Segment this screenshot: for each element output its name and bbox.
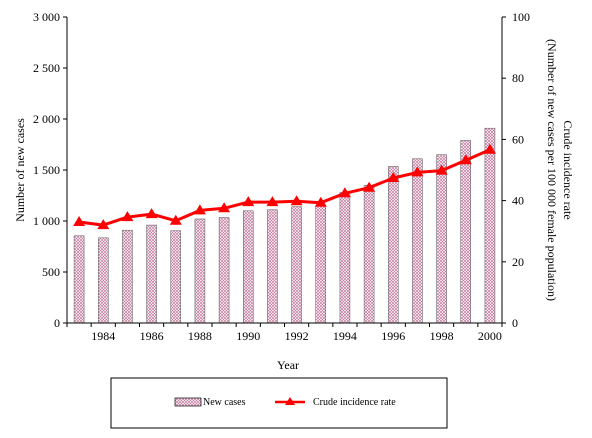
rate-line: [78, 148, 491, 227]
legend-label-crude-incidence-rate: Crude incidence rate: [313, 397, 396, 408]
right-y-axis-title-line1: Crude incidence rate: [561, 120, 575, 219]
bar: [315, 205, 326, 324]
left-y-tick-label: 2 500: [33, 61, 60, 75]
right-y-tick-label: 60: [512, 132, 524, 146]
rate-marker: [363, 181, 376, 192]
bar: [146, 224, 157, 324]
rate-marker: [121, 211, 134, 222]
right-y-axis-title-line2: (Number of new cases per 100 000 female …: [545, 39, 559, 301]
rate-marker: [97, 219, 110, 230]
bar: [122, 229, 133, 324]
rate-marker: [338, 187, 351, 198]
rate-marker: [290, 195, 303, 206]
axes: 0 500 1 000 1 500 2 000 2 500 3 000 0 20 40 60 80 10…: [33, 10, 530, 343]
x-tick-label: 1992: [285, 329, 309, 343]
left-y-tick-label: 2 000: [33, 112, 60, 126]
rate-marker: [242, 196, 255, 207]
bar: [98, 237, 109, 324]
rate-marker: [459, 154, 472, 165]
bar: [363, 185, 375, 324]
legend-label-new-cases: New cases: [203, 397, 246, 408]
rate-marker: [483, 143, 496, 154]
rate-marker: [435, 164, 448, 175]
x-axis-title: Year: [277, 358, 299, 372]
bar: [218, 217, 230, 324]
legend: New cases Crude incidence rate: [110, 377, 448, 429]
bar: [339, 192, 351, 324]
axis-labels: Year Number of new cases Crude incidence…: [13, 39, 575, 372]
x-tick-label: 1986: [140, 329, 164, 343]
rate-marker: [193, 204, 206, 215]
rate-marker: [218, 202, 231, 213]
bar: [73, 235, 85, 324]
left-y-tick-label: 3 000: [33, 10, 60, 24]
bar: [291, 206, 302, 324]
rate-marker: [314, 196, 327, 207]
bar: [484, 127, 496, 324]
rate-marker: [145, 208, 158, 219]
bar: [194, 218, 206, 324]
left-y-tick-label: 0: [54, 316, 60, 330]
legend-swatch-marker: [285, 397, 295, 405]
rate-marker: [266, 196, 279, 207]
left-y-tick-label: 1 500: [33, 163, 60, 177]
left-y-tick-label: 500: [42, 265, 60, 279]
x-tick-label: 1988: [188, 329, 212, 343]
legend-swatch-new-cases: [174, 397, 202, 407]
rate-marker: [411, 166, 424, 177]
line-series: [73, 143, 496, 230]
bar: [243, 210, 254, 324]
right-y-tick-label: 100: [512, 10, 530, 24]
rate-marker: [387, 172, 400, 182]
bar: [388, 166, 399, 324]
rate-marker: [169, 214, 182, 225]
x-tick-label: 1998: [430, 329, 454, 343]
bar-series: [73, 127, 496, 324]
rate-marker: [73, 216, 86, 226]
bar: [170, 230, 181, 324]
bar: [436, 154, 447, 324]
right-y-tick-label: 80: [512, 71, 524, 85]
x-tick-label: 1996: [381, 329, 405, 343]
x-tick-label: 2000: [478, 329, 502, 343]
right-y-tick-label: 0: [512, 316, 518, 330]
right-y-tick-label: 40: [512, 194, 524, 208]
x-tick-label: 1984: [91, 329, 115, 343]
left-y-tick-label: 1 000: [33, 214, 60, 228]
bar: [460, 140, 471, 324]
bar: [267, 209, 278, 324]
bar: [412, 158, 423, 324]
x-tick-label: 1994: [333, 329, 357, 343]
x-tick-label: 1990: [236, 329, 260, 343]
right-y-tick-label: 20: [512, 255, 524, 269]
left-y-axis-title: Number of new cases: [13, 118, 27, 222]
